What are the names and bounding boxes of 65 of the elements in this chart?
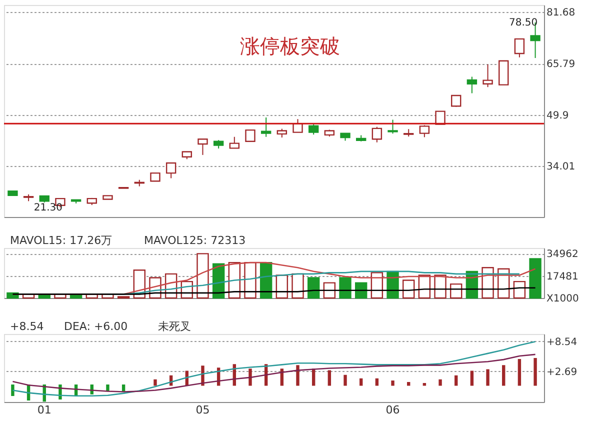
- x-tick-label: 05: [196, 404, 210, 416]
- bar: [196, 253, 209, 299]
- bar: [154, 379, 157, 386]
- bar: [534, 358, 537, 386]
- y-tick-label: 65.79: [546, 59, 576, 70]
- y-tick-label: 81.68: [546, 8, 576, 19]
- y-tick-label: X1000: [546, 294, 579, 304]
- bar: [248, 368, 252, 386]
- text: MAVOL125: 72313: [144, 234, 246, 247]
- x-tick-label: 06: [386, 404, 400, 416]
- candlestick: [451, 94, 462, 108]
- bar: [292, 273, 304, 299]
- candlestick: [260, 116, 272, 138]
- y-tick-label: 17481: [546, 271, 578, 282]
- annotation: 21.30: [34, 202, 63, 214]
- bar: [375, 378, 379, 386]
- text: 未死叉: [158, 320, 191, 333]
- text: MAVOL15: 17.26万: [10, 234, 112, 247]
- candlestick: [514, 38, 525, 58]
- candlestick: [388, 119, 398, 134]
- bar: [438, 379, 442, 386]
- candlestick: [229, 136, 240, 149]
- bar: [359, 378, 363, 386]
- bar: [323, 282, 336, 299]
- bar: [354, 282, 368, 299]
- y-tick-label: +8.54: [546, 336, 578, 348]
- x-tick-label: 01: [37, 404, 52, 416]
- bar: [470, 370, 474, 386]
- bar: [407, 382, 410, 386]
- bar: [402, 280, 415, 299]
- y-tick-label: +2.69: [546, 366, 578, 378]
- candlestick: [466, 76, 478, 94]
- bar: [344, 374, 347, 386]
- y-tick-label: 34962: [546, 249, 578, 260]
- bar: [307, 277, 320, 299]
- line-series: [12, 287, 536, 295]
- annotation: 78.50: [508, 17, 538, 28]
- bar: [296, 365, 300, 386]
- candlestick: [166, 162, 176, 179]
- bar: [513, 280, 526, 299]
- candlestick: [372, 126, 382, 143]
- bar: [486, 369, 490, 386]
- candlestick: [308, 124, 319, 136]
- candlestick: [198, 138, 208, 156]
- y-tick-label: 34.01: [546, 162, 576, 173]
- text: +8.54: [10, 320, 44, 333]
- candlestick: [482, 64, 493, 88]
- annotation: 涨停板突破: [240, 34, 340, 58]
- bar: [529, 258, 542, 299]
- candlestick: [419, 124, 430, 138]
- bar: [502, 365, 506, 386]
- line-series: [12, 341, 536, 397]
- bar: [11, 384, 14, 396]
- bar: [518, 358, 522, 386]
- line-series: [12, 354, 536, 392]
- bar: [106, 384, 110, 392]
- bar: [122, 384, 126, 392]
- y-tick-label: 49.9: [546, 110, 569, 122]
- candlestick: [498, 60, 509, 86]
- bar: [454, 375, 458, 386]
- text: DEA: +6.00: [64, 320, 128, 333]
- bar: [328, 370, 332, 386]
- bar: [391, 380, 394, 386]
- bar: [339, 277, 352, 299]
- candlestick: [245, 129, 256, 142]
